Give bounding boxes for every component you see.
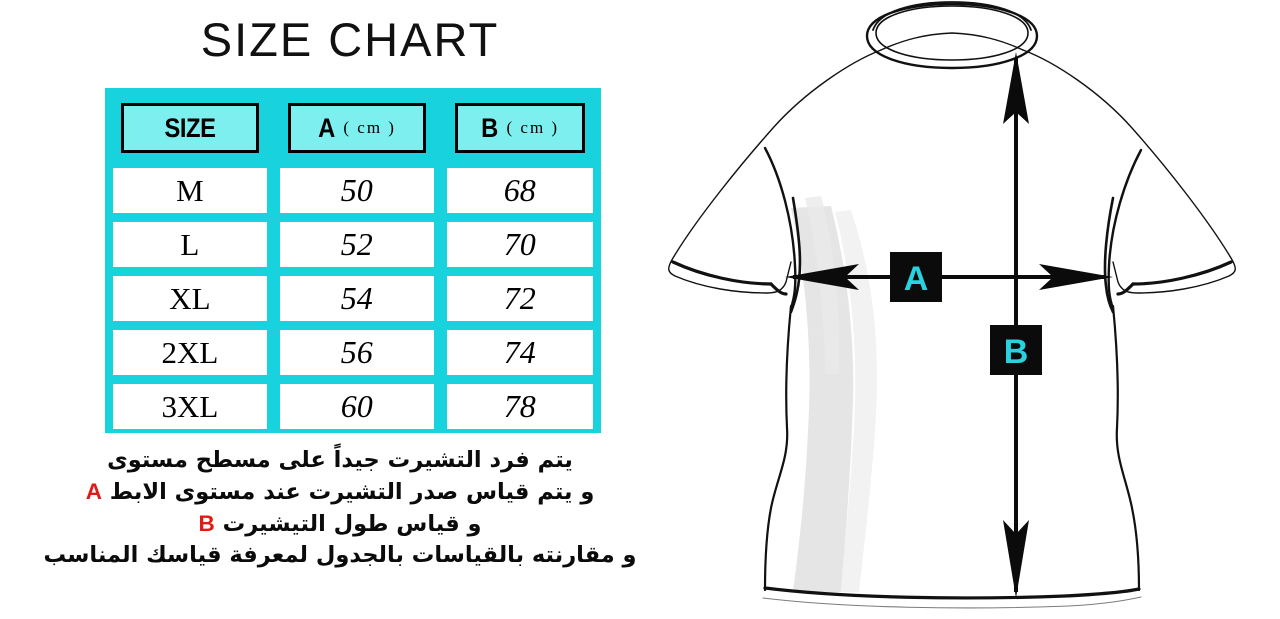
cell-b: 74 — [446, 330, 593, 375]
left-panel: SIZE CHART SIZE A ( cm ) B — [40, 13, 640, 571]
instruction-line-3-text: و قياس طول التيشيرت — [222, 511, 482, 538]
header-label-b: B — [481, 112, 499, 143]
cell-b: 68 — [446, 168, 593, 213]
table-header-row: SIZE A ( cm ) B ( cm ) — [113, 97, 593, 159]
cell-a: 56 — [279, 330, 434, 375]
shirt-shading — [791, 196, 877, 592]
cell-b: 72 — [446, 276, 593, 321]
header-unit-a: ( cm ) — [343, 118, 396, 137]
width-badge-a: A — [890, 252, 942, 302]
tshirt-svg: A B — [668, 1, 1236, 609]
cell-a: 52 — [279, 222, 434, 267]
cell-size: L — [113, 222, 267, 267]
badge-label-b: B — [1004, 333, 1029, 371]
cell-b: 70 — [446, 222, 593, 267]
instruction-line-3: و قياس طول التيشيرت B — [40, 508, 640, 540]
instruction-line-2: و يتم قياس صدر التشيرت عند مستوى الابط A — [40, 476, 640, 508]
table-row: M 50 68 — [113, 168, 593, 213]
length-badge-b: B — [990, 325, 1042, 375]
table-row: 3XL 60 78 — [113, 384, 593, 429]
instruction-line-1: يتم فرد التشيرت جيداً على مسطح مستوى — [107, 447, 573, 473]
badge-box-b — [990, 325, 1042, 375]
cell-b: 78 — [446, 384, 593, 429]
header-box-size: SIZE — [121, 103, 259, 153]
header-unit-b: ( cm ) — [506, 118, 560, 137]
badge-label-a: A — [904, 260, 929, 298]
header-label-size: SIZE — [164, 112, 216, 143]
shirt-outline — [668, 1, 1236, 609]
badge-box-a — [890, 252, 942, 302]
tshirt-diagram: A B — [645, 0, 1280, 619]
header-box-a: A ( cm ) — [287, 103, 426, 153]
instruction-mark-a: A — [85, 479, 102, 505]
instruction-mark-b: B — [198, 511, 215, 537]
header-cell-size: SIZE — [113, 97, 267, 159]
header-label-a: A — [318, 112, 336, 143]
cell-size: XL — [113, 276, 267, 321]
instructions-block: يتم فرد التشيرت جيداً على مسطح مستوى و ي… — [40, 445, 640, 571]
width-measure-arrow — [785, 264, 1113, 290]
table-row: XL 54 72 — [113, 276, 593, 321]
cell-a: 54 — [279, 276, 434, 321]
table-row: L 52 70 — [113, 222, 593, 267]
instruction-line-2-text: و يتم قياس صدر التشيرت عند مستوى الابط — [109, 479, 595, 506]
cell-size: 2XL — [113, 330, 267, 375]
header-cell-a: A ( cm ) — [279, 97, 434, 159]
header-box-b: B ( cm ) — [454, 103, 585, 153]
header-cell-b: B ( cm ) — [446, 97, 593, 159]
size-table: SIZE A ( cm ) B ( cm ) M — [105, 88, 601, 433]
cell-a: 50 — [279, 168, 434, 213]
cell-size: 3XL — [113, 384, 267, 429]
instruction-line-4: و مقارنته بالقياسات بالجدول لمعرفة قياسك… — [43, 542, 637, 569]
page-title: SIZE CHART — [200, 13, 500, 66]
cell-size: M — [113, 168, 267, 213]
cell-a: 60 — [279, 384, 434, 429]
table-row: 2XL 56 74 — [113, 330, 593, 375]
